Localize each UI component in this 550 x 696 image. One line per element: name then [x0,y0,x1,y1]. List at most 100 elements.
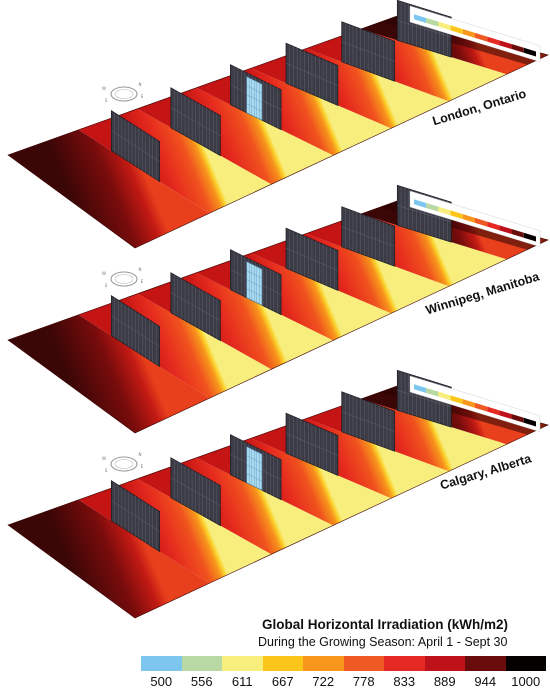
panel-mullion [285,248,338,271]
compass-label: E [141,279,144,284]
mini-legend-swatch [475,402,488,412]
mini-legend-swatch [450,210,463,220]
mini-legend-swatch [511,229,524,238]
panel-mullion [170,477,221,506]
compass-label: N [139,267,142,272]
legend-tick-label: 1000 [511,674,541,689]
compass-label: S [105,98,108,103]
mini-legend-swatch [487,36,500,46]
ground-outline [7,14,549,249]
mini-legend-swatch [511,44,524,53]
mini-legend-icon [409,5,541,63]
legend-swatch [303,656,344,671]
compass-rose-icon [110,271,138,287]
mini-legend-icon [409,375,541,433]
legend-tick-label: 500 [150,674,173,689]
panel-mullion [341,411,395,432]
mini-legend-swatch [511,414,524,423]
mini-legend-swatch [450,25,463,35]
compass-label: W [102,456,106,461]
glazing-mullion [246,279,262,288]
panel-mullion [170,292,221,321]
mini-legend-icon [409,190,541,248]
mini-legend-swatch [462,214,475,223]
glazing-mullion [246,288,262,297]
legend-subtitle: During the Growing Season: April 1 - Sep… [258,635,508,649]
compass-label: S [105,468,108,473]
legend-tick-labels: 500 556 611 667 722 778 833 889 944 1000 [141,674,546,692]
legend-tick-label: 722 [312,674,335,689]
mini-legend-swatch [499,40,512,50]
mini-legend-swatch [426,202,439,212]
mini-legend-swatch [438,206,451,216]
mini-legend-swatch [475,32,488,42]
legend-tick-label: 833 [393,674,416,689]
panel-mullion [397,20,452,38]
glazing-mullion [246,94,262,103]
legend-swatch [505,656,546,671]
mini-legend-swatch [426,387,439,397]
legend-tick-label: 667 [271,674,294,689]
glazing-mullion [246,270,262,279]
mini-legend-swatch [499,410,512,420]
mini-legend-swatch [426,17,439,27]
compass-label: W [102,86,106,91]
compass-label: N [139,82,142,87]
panel-mullion [341,226,395,247]
legend-tick-label: 889 [433,674,456,689]
irradiation-strip [8,499,210,618]
glazing-mullion [246,455,262,464]
irradiation-strip [8,129,210,248]
legend-swatch [343,656,384,671]
legend-swatch [222,656,263,671]
glazing-mullion [246,85,262,94]
panel-mullion [111,130,160,162]
panel-mullion [341,41,395,62]
panel-mullion [111,315,160,347]
compass-inner-ring [114,89,134,99]
panel-mullion [397,390,452,408]
mini-legend-swatch [523,232,537,242]
compass-label: S [105,283,108,288]
legend-swatch [465,656,506,671]
irradiation-strip [8,314,210,433]
panel-mullion [170,107,221,136]
ground-outline [7,199,549,434]
legend-swatch [141,656,182,671]
legend-swatch [262,656,303,671]
mini-legend-swatch [414,14,427,23]
mini-legend-swatch [438,391,451,401]
compass-inner-ring [114,459,134,469]
panel-mullion [397,205,452,223]
legend-swatch [384,656,425,671]
glazing-mullion [246,464,262,473]
panel-mullion [111,500,160,532]
legend-tick-label: 778 [352,674,375,689]
mini-legend-swatch [487,221,500,231]
legend-color-bar [141,656,546,671]
mini-legend-swatch [438,21,451,31]
compass-label: N [139,452,142,457]
compass-label: E [141,464,144,469]
mini-legend-swatch [487,406,500,416]
mini-legend-swatch [523,417,537,427]
mini-legend-swatch [462,29,475,38]
compass-rose-icon [110,456,138,472]
legend-tick-label: 611 [231,674,253,689]
compass-rose-icon [110,86,138,102]
ground-outline [7,384,549,619]
glazing-mullion [246,473,262,482]
compass-inner-ring [114,274,134,284]
legend-swatch [424,656,465,671]
compass-label: W [102,271,106,276]
mini-legend-swatch [450,395,463,405]
legend-tick-label: 944 [474,674,497,689]
mini-legend-swatch [475,217,488,227]
glazing-mullion [246,103,262,112]
legend-tick-label: 556 [190,674,213,689]
mini-legend-swatch [414,384,427,393]
legend-swatch [181,656,222,671]
